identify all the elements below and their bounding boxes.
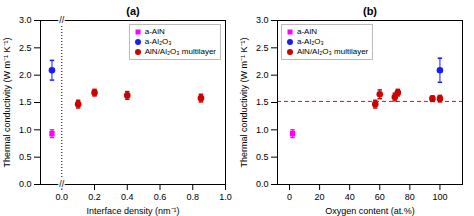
svg-text:Thermal conductivity (W m⁻¹ K⁻: Thermal conductivity (W m⁻¹ K⁻¹) [239,37,249,167]
svg-text:(b): (b) [363,5,377,17]
svg-text:3.0: 3.0 [256,15,269,25]
html-text:a-Al₂O₃: a-Al₂O₃ [144,37,172,46]
svg-text:0.2: 0.2 [88,192,101,202]
html-text:AlN/Al₂O₃ multilayer: AlN/Al₂O₃ multilayer [144,47,216,56]
svg-text:0.0: 0.0 [19,179,32,189]
svg-text:80: 80 [405,192,415,202]
svg-text:100: 100 [432,192,447,202]
svg-text:2.5: 2.5 [256,43,269,53]
svg-text:1.5: 1.5 [256,97,269,107]
svg-text:3.0: 3.0 [19,15,32,25]
svg-text:0.8: 0.8 [186,192,199,202]
html-text:AlN/Al₂O₃ multilayer: AlN/Al₂O₃ multilayer [297,47,369,56]
svg-text:0: 0 [287,192,292,202]
svg-text:0.4: 0.4 [121,192,134,202]
svg-text:0.5: 0.5 [19,152,32,162]
svg-text:Oxygen content (at.%): Oxygen content (at.%) [325,206,415,216]
html-text:a-AlN: a-AlN [297,27,317,36]
svg-text:60: 60 [375,192,385,202]
svg-text:2.0: 2.0 [19,70,32,80]
svg-text:Thermal conductivity (W m⁻¹ K⁻: Thermal conductivity (W m⁻¹ K⁻¹) [2,37,12,167]
svg-text:0.0: 0.0 [56,192,69,202]
svg-text:1.5: 1.5 [19,97,32,107]
svg-text:0.0: 0.0 [256,179,269,189]
svg-text:1.0: 1.0 [219,192,232,202]
html-text:a-AlN: a-AlN [144,27,165,36]
svg-text:Interface density (nm⁻¹): Interface density (nm⁻¹) [86,206,179,216]
html-text:a-Al₂O₃: a-Al₂O₃ [297,37,324,46]
svg-text:2.5: 2.5 [19,43,32,53]
svg-text:0.5: 0.5 [256,152,269,162]
svg-text:40: 40 [345,192,355,202]
svg-text://: // [59,15,65,25]
svg-text:1.0: 1.0 [256,125,269,135]
svg-text:(a): (a) [126,5,140,17]
svg-text:20: 20 [315,192,325,202]
svg-text://: // [59,179,65,189]
svg-text:2.0: 2.0 [256,70,269,80]
svg-text:0.6: 0.6 [154,192,167,202]
svg-text:1.0: 1.0 [19,125,32,135]
